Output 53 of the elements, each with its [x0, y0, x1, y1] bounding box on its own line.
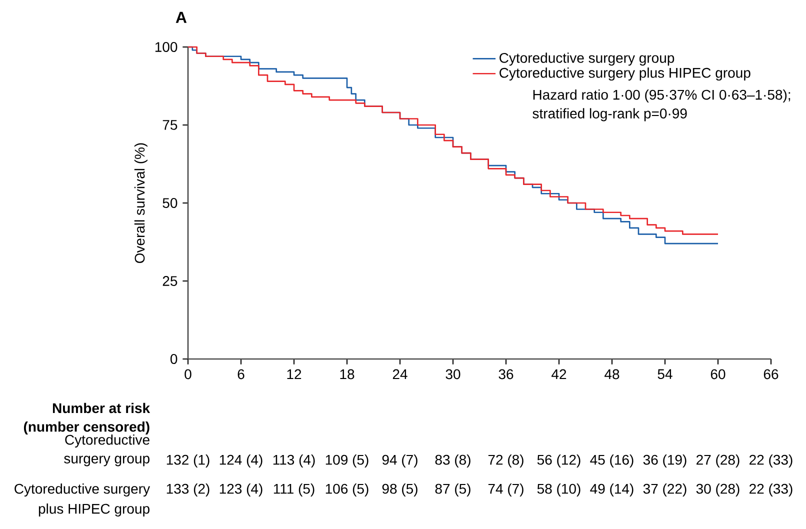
y-tick-label: 50: [162, 198, 178, 208]
y-tick-label: 75: [162, 120, 178, 130]
x-tick-label: 48: [604, 369, 620, 380]
text: 94 (7): [382, 454, 418, 468]
text: 22 (33): [750, 454, 792, 468]
text: 22 (33): [750, 483, 792, 497]
text: 36 (19): [643, 454, 686, 468]
text: 72 (8): [488, 454, 524, 468]
x-tick-label: 60: [710, 369, 726, 380]
text: 106 (5): [326, 483, 368, 497]
text: 83 (8): [435, 454, 470, 468]
text: 132 (1): [166, 454, 210, 468]
y-tick-label: 100: [155, 42, 178, 52]
text: (number censored): [24, 421, 150, 435]
text: 27 (28): [696, 454, 740, 468]
text: 109 (5): [326, 454, 368, 468]
y-tick-label: 25: [162, 276, 178, 286]
text: 58 (10): [537, 483, 580, 497]
text: surgery group: [64, 456, 150, 466]
y-axis-title: Overall survival (%): [134, 143, 148, 264]
legend-label: Cytoreductive surgery group: [500, 52, 674, 66]
legend-label: Cytoreductive surgery plus HIPEC group: [500, 68, 750, 81]
text: Number at risk: [52, 402, 150, 414]
x-tick-label: 18: [340, 369, 354, 380]
text: 111 (5): [274, 483, 314, 497]
annotation: Hazard ratio 1·00 (95·37% CI 0·63–1·58);: [533, 89, 790, 103]
x-tick-label: 66: [764, 369, 778, 380]
y-tick-label: 0: [170, 354, 178, 364]
text: 37 (22): [643, 483, 686, 497]
text: Cytoreductive: [65, 434, 150, 448]
text: 74 (7): [488, 483, 524, 497]
text: 98 (5): [382, 483, 418, 497]
text: 87 (5): [435, 483, 470, 497]
text: Cytoreductive surgery: [14, 483, 150, 497]
annotation: stratified log-rank p=0·99: [532, 108, 687, 122]
text: 30 (28): [696, 483, 740, 497]
x-tick-label: 54: [658, 369, 672, 380]
text: 56 (12): [537, 454, 580, 468]
x-tick-label: 36: [498, 369, 514, 380]
x-tick-label: 42: [552, 369, 566, 380]
text: plus HIPEC group: [38, 503, 150, 517]
x-tick-label: 0: [184, 369, 192, 380]
x-tick-label: 6: [238, 369, 244, 380]
text: 133 (2): [166, 483, 210, 497]
chart-title: A: [176, 12, 187, 23]
x-tick-label: 12: [287, 369, 302, 380]
x-tick-label: 24: [392, 369, 408, 380]
text: 45 (16): [590, 454, 634, 468]
text: 49 (14): [590, 483, 634, 497]
text: 124 (4): [220, 454, 262, 468]
text: 113 (4): [273, 454, 315, 468]
x-tick-label: 30: [446, 369, 460, 380]
text: 123 (4): [220, 483, 262, 497]
